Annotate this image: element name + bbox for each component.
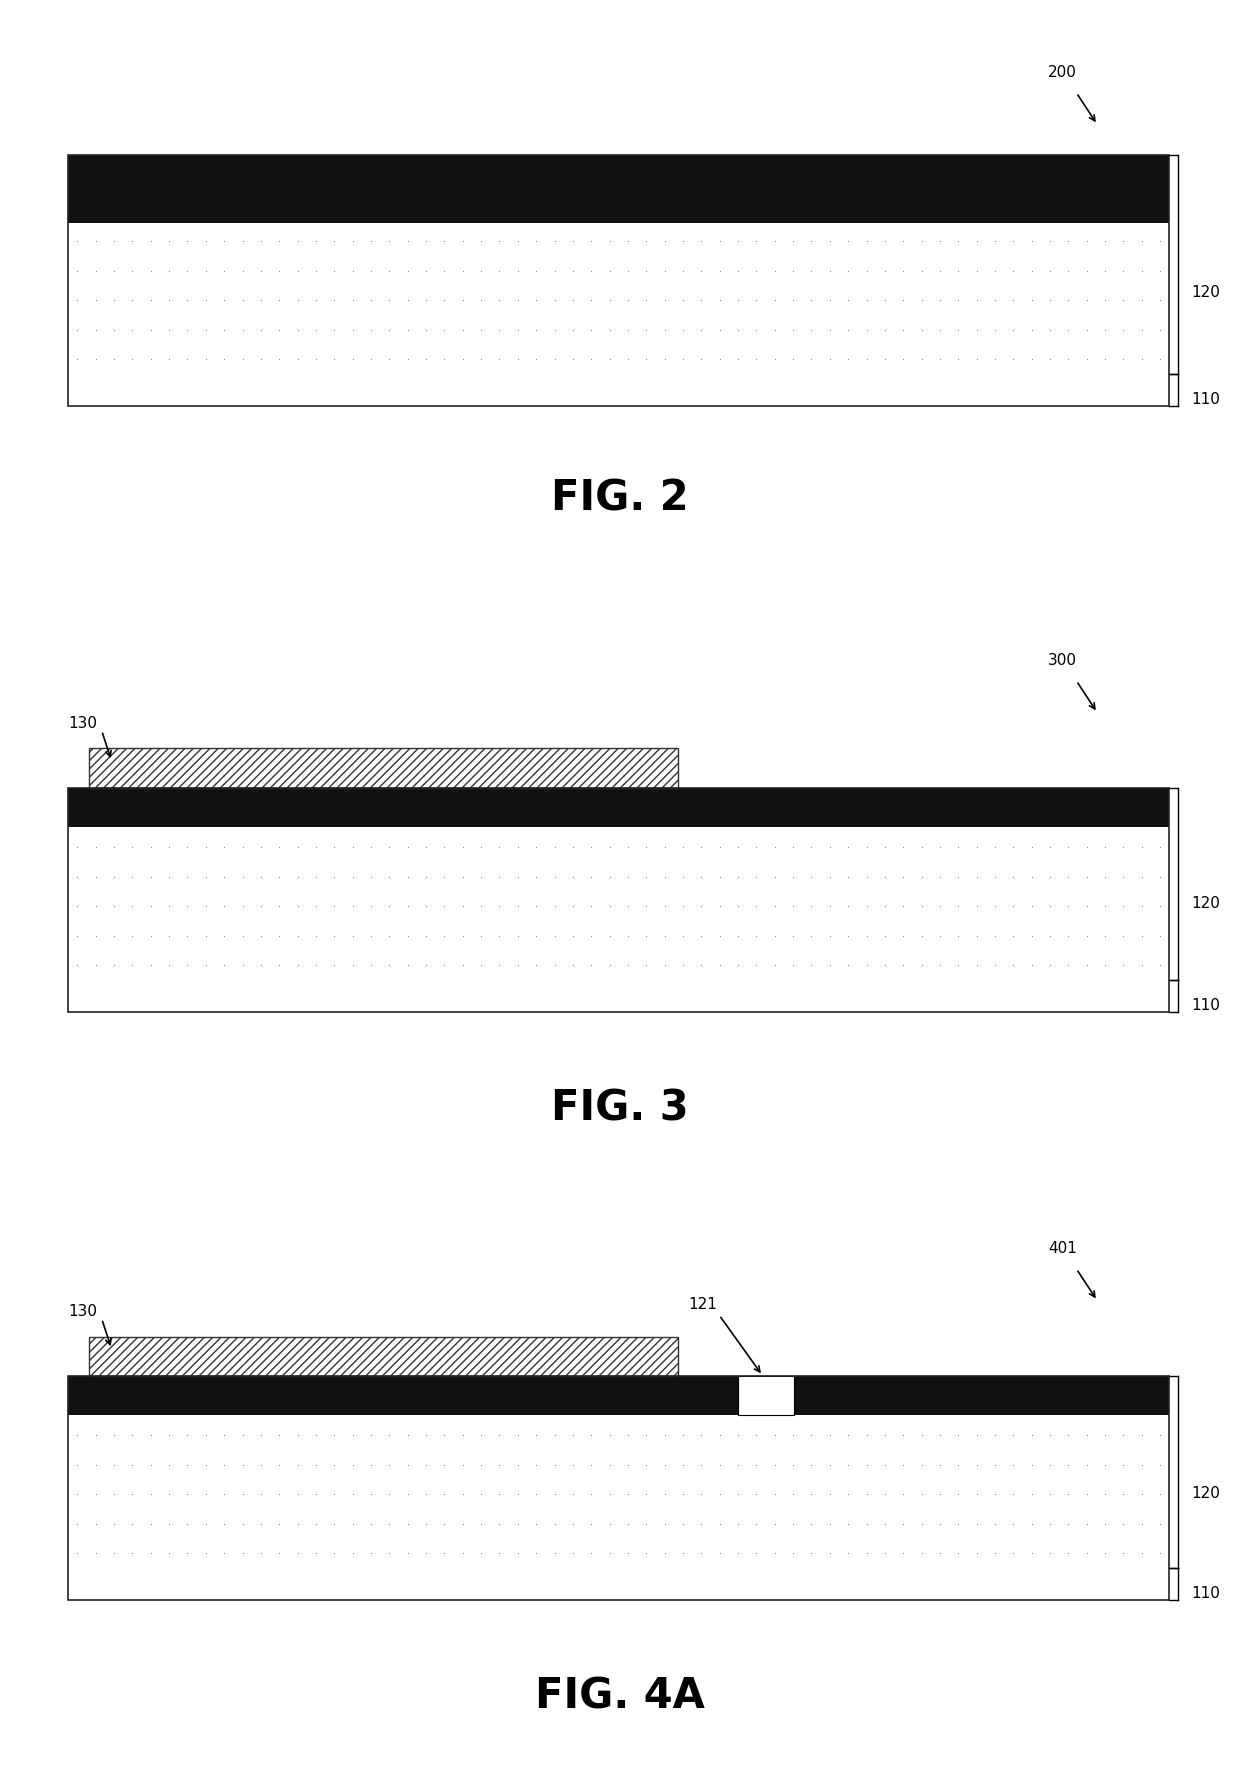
Bar — [89, 748, 678, 788]
Text: 110: 110 — [1192, 392, 1220, 406]
Bar — [68, 1376, 1169, 1600]
Bar — [68, 155, 1169, 223]
Bar — [68, 832, 1169, 980]
Text: 110: 110 — [1192, 998, 1220, 1012]
Text: FIG. 4A: FIG. 4A — [536, 1675, 704, 1718]
Bar — [738, 1376, 794, 1415]
Text: 120: 120 — [1192, 896, 1220, 911]
Text: 130: 130 — [68, 716, 97, 731]
Text: FIG. 3: FIG. 3 — [551, 1087, 689, 1130]
Bar — [68, 1568, 1169, 1600]
Bar — [68, 788, 1169, 827]
Text: 300: 300 — [1048, 654, 1076, 668]
Bar — [68, 155, 1169, 406]
Bar — [68, 980, 1169, 1012]
Text: 200: 200 — [1048, 66, 1076, 80]
Text: 110: 110 — [1192, 1586, 1220, 1600]
Bar — [68, 226, 1169, 374]
Bar — [68, 788, 1169, 1012]
Text: 121: 121 — [688, 1297, 717, 1312]
Bar — [794, 1376, 1169, 1415]
Text: 401: 401 — [1048, 1242, 1076, 1256]
Text: FIG. 2: FIG. 2 — [552, 478, 688, 520]
Bar — [68, 374, 1169, 406]
Bar — [89, 1336, 678, 1376]
Bar — [68, 1420, 1169, 1568]
Text: 130: 130 — [68, 1304, 97, 1319]
Bar — [68, 1376, 738, 1415]
Text: 120: 120 — [1192, 1486, 1220, 1500]
Text: 120: 120 — [1192, 285, 1220, 299]
